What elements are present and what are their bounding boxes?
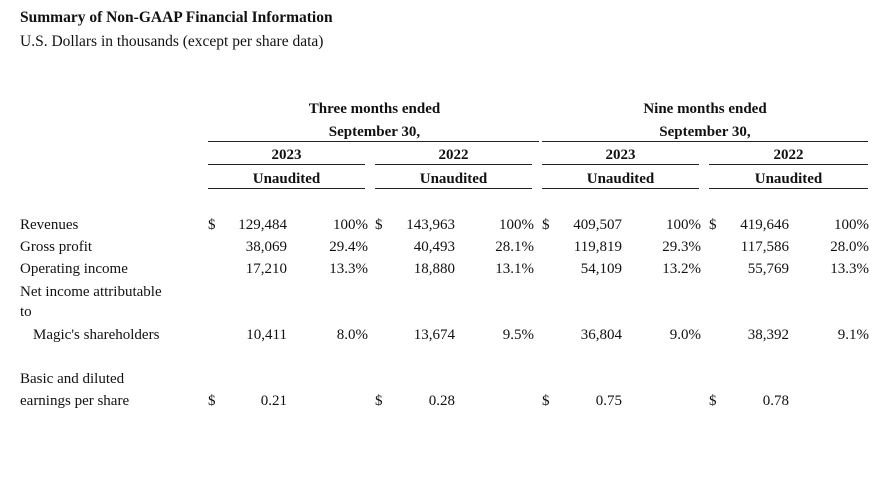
value-cell: 129,484 (238, 217, 287, 233)
status-underline (709, 188, 868, 189)
value-cell: 36,804 (580, 327, 622, 343)
year-underline (375, 164, 532, 165)
currency-symbol: $ (208, 393, 216, 409)
row-label-eps-line1: Basic and diluted (20, 371, 125, 387)
value-cell: 0.28 (428, 393, 455, 409)
value-cell: 38,392 (747, 327, 789, 343)
row-label-revenues: Revenues (20, 217, 79, 233)
row-label-operating-income: Operating income (20, 261, 128, 277)
percent-cell: 13.3% (830, 261, 869, 277)
percent-cell: 28.0% (830, 239, 869, 255)
report-title: Summary of Non-GAAP Financial Informatio… (20, 9, 333, 26)
column-year-header: 2022 (773, 147, 804, 163)
percent-cell: 9.1% (837, 327, 869, 343)
column-year-header: 2023 (271, 147, 302, 163)
percent-cell: 29.4% (329, 239, 368, 255)
value-cell: 55,769 (747, 261, 789, 277)
period-header-three-months-line2: September 30, (328, 124, 421, 140)
status-underline (542, 188, 699, 189)
row-label-eps-line2: earnings per share (20, 393, 130, 409)
period-header-nine-months-line1: Nine months ended (643, 101, 767, 117)
year-underline (709, 164, 868, 165)
value-cell: 119,819 (573, 239, 622, 255)
report-subtitle: U.S. Dollars in thousands (except per sh… (20, 33, 324, 50)
percent-cell: 100% (666, 217, 701, 233)
currency-symbol: $ (709, 217, 717, 233)
percent-cell: 100% (333, 217, 368, 233)
currency-symbol: $ (375, 217, 383, 233)
currency-symbol: $ (542, 393, 550, 409)
currency-symbol: $ (709, 393, 717, 409)
value-cell: 0.75 (595, 393, 622, 409)
column-status-header: Unaudited (419, 171, 488, 187)
status-underline (375, 188, 532, 189)
percent-cell: 29.3% (662, 239, 701, 255)
value-cell: 40,493 (413, 239, 455, 255)
value-cell: 0.78 (762, 393, 789, 409)
currency-symbol: $ (375, 393, 383, 409)
value-cell: 143,963 (406, 217, 455, 233)
year-underline (208, 164, 365, 165)
value-cell: 10,411 (246, 327, 287, 343)
value-cell: 117,586 (740, 239, 789, 255)
column-year-header: 2023 (605, 147, 636, 163)
column-status-header: Unaudited (252, 171, 321, 187)
percent-cell: 8.0% (336, 327, 368, 343)
percent-cell: 28.1% (495, 239, 534, 255)
value-cell: 38,069 (245, 239, 287, 255)
column-year-header: 2022 (438, 147, 469, 163)
value-cell: 18,880 (413, 261, 455, 277)
currency-symbol: $ (542, 217, 550, 233)
currency-symbol: $ (208, 217, 216, 233)
percent-cell: 13.1% (495, 261, 534, 277)
row-label-gross-profit: Gross profit (20, 239, 93, 255)
status-underline (208, 188, 365, 189)
percent-cell: 100% (499, 217, 534, 233)
percent-cell: 13.2% (662, 261, 701, 277)
percent-cell: 9.0% (669, 327, 701, 343)
period-underline-nine-months (542, 141, 868, 142)
percent-cell: 9.5% (502, 327, 534, 343)
column-status-header: Unaudited (754, 171, 823, 187)
percent-cell: 100% (834, 217, 869, 233)
period-header-nine-months-line2: September 30, (659, 124, 751, 140)
value-cell: 419,646 (740, 217, 789, 233)
period-underline-three-months (208, 141, 539, 142)
column-status-header: Unaudited (586, 171, 655, 187)
row-label-net-income-line2: to (20, 304, 32, 320)
row-label-net-income-line3: Magic's shareholders (33, 327, 160, 343)
percent-cell: 13.3% (329, 261, 368, 277)
year-underline (542, 164, 699, 165)
value-cell: 13,674 (413, 327, 455, 343)
value-cell: 54,109 (580, 261, 622, 277)
value-cell: 409,507 (573, 217, 622, 233)
value-cell: 0.21 (260, 393, 287, 409)
value-cell: 17,210 (245, 261, 287, 277)
period-header-three-months-line1: Three months ended (308, 101, 441, 117)
row-label-net-income-line1: Net income attributable (20, 284, 162, 300)
